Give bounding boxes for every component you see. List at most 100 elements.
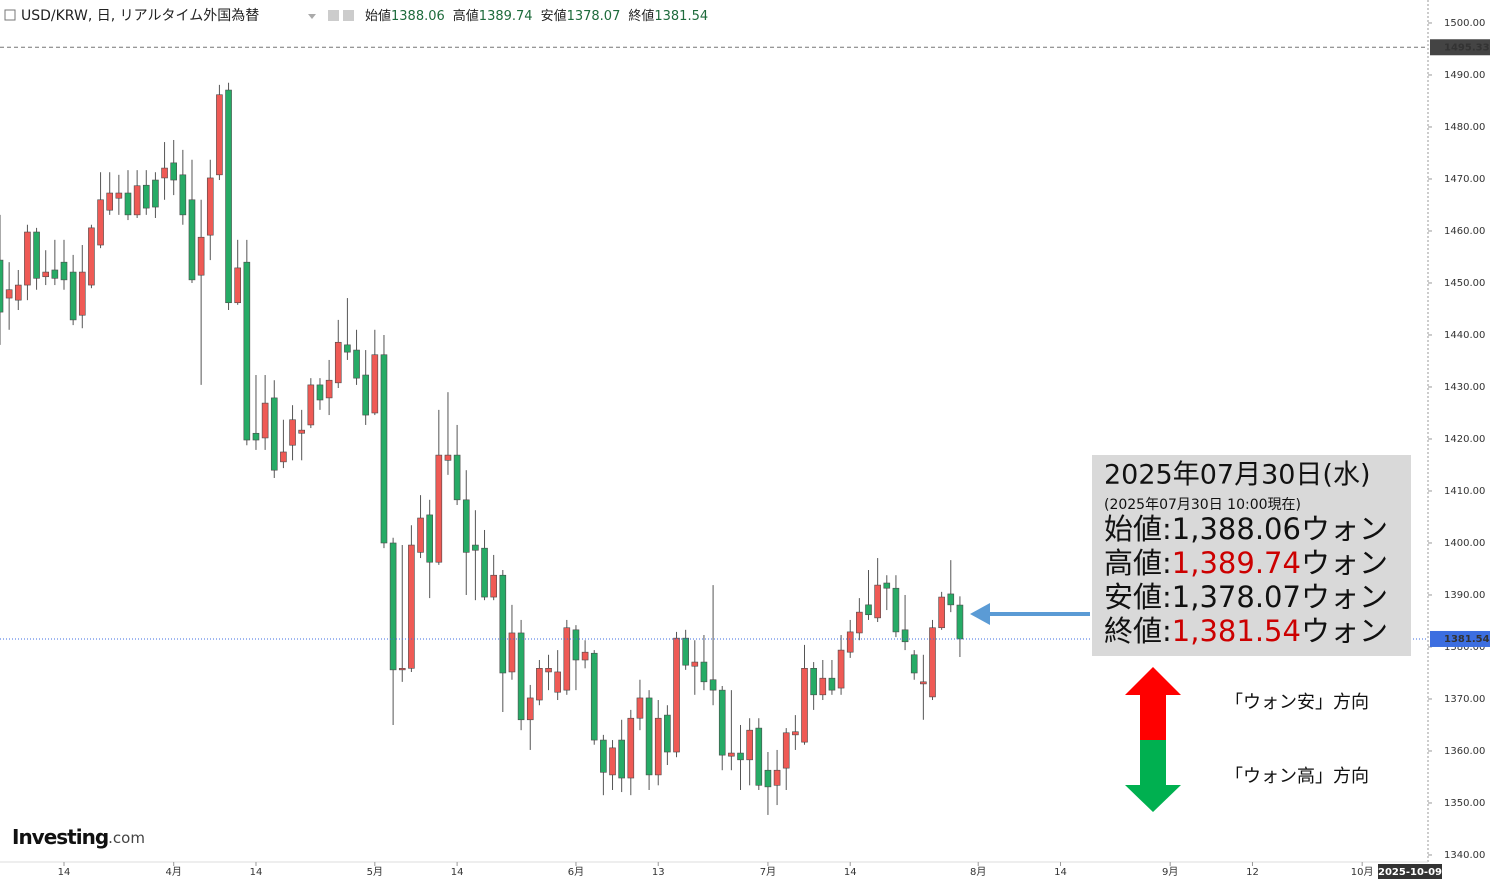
candle-body: [225, 89, 232, 304]
candle-body: [856, 611, 863, 634]
candle-body: [709, 679, 717, 691]
candle-body: [106, 192, 114, 211]
candle-body: [819, 677, 827, 696]
candle-body: [636, 697, 644, 719]
candle-body: [170, 162, 178, 181]
candle-body: [188, 199, 196, 281]
candle-body: [252, 432, 260, 441]
down-arrow: [1125, 740, 1181, 812]
info-separator: :: [1162, 512, 1172, 546]
candle-body: [846, 631, 854, 653]
candle-body: [42, 271, 50, 278]
up-arrow: [1125, 667, 1181, 740]
candle-body: [97, 199, 104, 246]
header-dropdown[interactable]: [308, 14, 316, 19]
candle-body: [426, 514, 433, 563]
candle-body: [142, 184, 150, 209]
ohlc-value: 1389.74: [479, 9, 533, 24]
candle-body: [334, 341, 342, 384]
candle-body: [718, 689, 726, 756]
info-date: 2025年07月30日(水): [1104, 460, 1371, 491]
y-tick-label: 1360.00: [1444, 746, 1485, 757]
candle-body: [353, 349, 360, 379]
candle-body: [115, 192, 123, 199]
info-asof: (2025年07月30日 10:00現在): [1104, 497, 1301, 513]
candle-body: [792, 731, 799, 736]
candle-body: [618, 739, 625, 779]
ohlc-value: 1378.07: [567, 9, 621, 24]
candle-body: [362, 374, 369, 416]
candle-body: [316, 384, 324, 401]
candle-body: [691, 661, 699, 667]
candle-body: [444, 454, 452, 461]
candle-body: [673, 637, 680, 753]
header-icon[interactable]: [343, 10, 354, 21]
candle-body: [664, 714, 671, 753]
candle-body: [152, 179, 159, 208]
candle-body: [398, 668, 406, 671]
candle-body: [810, 668, 817, 696]
ohlc-label: 高値: [453, 8, 479, 24]
candle-body: [417, 517, 424, 553]
ohlc-value: 1388.06: [391, 9, 445, 24]
info-row: 終値:1,381.54ウォン: [1104, 614, 1388, 648]
candle-body: [764, 769, 772, 788]
candle-body: [801, 668, 808, 743]
header-icon[interactable]: [328, 10, 339, 21]
up-label: 「ウォン安」方向: [1225, 692, 1369, 713]
info-separator: :: [1162, 546, 1172, 580]
candle-body: [526, 697, 534, 721]
candle-body: [289, 419, 296, 446]
candle-body: [892, 587, 900, 633]
x-tick-label: 12: [1246, 867, 1259, 878]
candle-body: [216, 94, 223, 176]
info-row: 安値:1,378.07ウォン: [1104, 580, 1388, 614]
candle-body: [947, 593, 955, 606]
y-tick-label: 1410.00: [1444, 486, 1485, 497]
ohlc-label: 始値: [365, 8, 391, 24]
candle-body: [563, 627, 571, 691]
info-value: 1,388.06: [1172, 512, 1301, 546]
ohlc-label: 終値: [628, 8, 654, 24]
x-tick-label: 14: [451, 867, 464, 878]
logo-suffix: .com: [108, 829, 145, 847]
candle-body: [133, 185, 141, 216]
candle-body: [197, 236, 205, 276]
candle-body: [545, 668, 552, 673]
candle-body: [956, 604, 964, 640]
candle-body: [389, 542, 397, 671]
y-tick-label: 1470.00: [1444, 174, 1485, 185]
candle-body: [782, 732, 790, 769]
candle-body: [490, 574, 497, 598]
candle-body: [910, 654, 918, 674]
x-tick-label: 6月: [568, 866, 584, 878]
candle-body: [161, 167, 168, 179]
candle-body: [938, 596, 945, 629]
down-label: 「ウォン高」方向: [1225, 766, 1369, 787]
candle-body: [380, 354, 388, 544]
x-tick-label: 7月: [760, 866, 776, 878]
candle-body: [600, 739, 607, 773]
info-row: 始値:1,388.06ウォン: [1104, 512, 1388, 546]
reference-tag-label: 1495.33: [1444, 42, 1490, 53]
candle-body: [554, 671, 561, 693]
candle-body: [572, 629, 580, 661]
x-tick-label: 8月: [970, 866, 986, 878]
candle-body: [755, 727, 763, 786]
y-tick-label: 1460.00: [1444, 226, 1485, 237]
candle-body: [472, 544, 479, 551]
header-toggle[interactable]: [4, 9, 16, 21]
cursor-date-label: 2025-10-09: [1378, 867, 1442, 878]
info-box: [1092, 455, 1411, 656]
candle-body: [280, 451, 287, 463]
info-separator: :: [1162, 580, 1172, 614]
x-tick-label: 14: [250, 867, 263, 878]
candle-body: [929, 627, 936, 698]
y-tick-label: 1370.00: [1444, 694, 1485, 705]
candle-body: [746, 729, 753, 761]
x-tick-label: 10月: [1351, 866, 1374, 878]
x-tick-label: 14: [1054, 867, 1067, 878]
